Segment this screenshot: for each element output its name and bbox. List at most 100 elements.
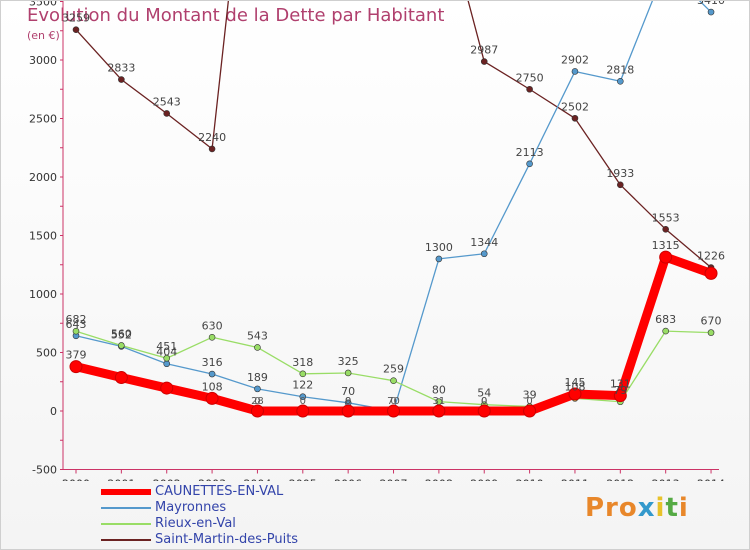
legend-swatch-rieux <box>101 523 151 525</box>
data-label: 318 <box>292 356 313 369</box>
data-label: 682 <box>66 313 87 326</box>
data-label: 2543 <box>153 95 181 108</box>
data-point <box>432 404 446 418</box>
data-point <box>390 377 397 384</box>
data-point <box>617 77 624 85</box>
y-tick-label: 2000 <box>29 171 57 184</box>
data-point <box>72 327 80 335</box>
y-tick-label: 500 <box>36 347 57 360</box>
data-label: 3259 <box>62 12 90 25</box>
data-label: 560 <box>111 327 132 340</box>
data-label: 2750 <box>516 71 544 84</box>
data-point <box>163 360 171 368</box>
legend-label-saint-martin: Saint-Martin-des-Puits <box>155 532 299 547</box>
data-point <box>118 342 125 349</box>
chart-title: Evolution du Montant de la Dette par Hab… <box>27 5 445 26</box>
data-label: 2818 <box>606 63 634 76</box>
logo-part: x <box>637 493 656 523</box>
x-tick-label: 2001 <box>107 478 135 482</box>
data-point <box>387 404 401 418</box>
y-tick-label: 1500 <box>29 230 57 243</box>
data-point <box>208 333 216 341</box>
data-point <box>571 114 579 122</box>
x-tick-label: 2008 <box>425 478 453 482</box>
data-label: 131 <box>610 378 631 391</box>
x-tick-label: 2012 <box>606 478 634 482</box>
data-point <box>662 327 669 335</box>
x-tick-label: 2014 <box>697 478 725 482</box>
data-point <box>707 8 715 16</box>
y-tick-label: 2500 <box>29 113 57 126</box>
chart-plot: -500050010001500200025003000350040004500… <box>29 1 725 482</box>
data-label: 79 <box>613 384 627 397</box>
data-label: 2240 <box>198 131 226 144</box>
legend-item-saint-martin: Saint-Martin-des-Puits <box>101 532 361 549</box>
data-point <box>254 385 261 393</box>
data-label: 630 <box>202 319 223 332</box>
data-label: 1933 <box>606 167 634 180</box>
x-tick-label: 2011 <box>561 478 589 482</box>
data-label: 670 <box>701 315 722 328</box>
data-point <box>659 250 673 264</box>
data-point <box>205 391 219 405</box>
legend-label-caunettes: CAUNETTES-EN-VAL <box>155 484 284 499</box>
data-point <box>299 393 307 401</box>
logo-part: i <box>678 493 689 523</box>
x-tick-label: 2000 <box>62 478 90 482</box>
data-point <box>477 404 491 418</box>
logo-part: Pro <box>585 493 638 523</box>
data-label: 643 <box>66 318 87 331</box>
x-tick-label: 2010 <box>516 478 544 482</box>
data-label: 70 <box>387 396 400 407</box>
x-tick-label: 2007 <box>380 478 408 482</box>
x-tick-label: 2009 <box>470 478 498 482</box>
data-label: 2113 <box>516 146 544 159</box>
logo-part: i <box>655 493 666 523</box>
data-point <box>208 145 216 153</box>
data-label: 54 <box>477 387 491 400</box>
data-label: 2502 <box>561 100 589 113</box>
data-point <box>114 371 128 385</box>
data-point <box>299 370 307 378</box>
legend-item-rieux: Rieux-en-Val <box>101 516 361 533</box>
data-label: 2833 <box>107 62 135 75</box>
data-point <box>480 250 488 258</box>
data-label: 0 <box>481 396 487 407</box>
data-point <box>163 354 171 362</box>
y-tick-label: 1000 <box>29 288 57 301</box>
data-label: 3410 <box>697 1 725 7</box>
data-label: 108 <box>202 380 223 393</box>
data-point <box>341 404 355 418</box>
data-point <box>707 329 715 336</box>
y-tick-label: 3500 <box>29 1 57 9</box>
data-label: 451 <box>156 340 177 353</box>
legend-swatch-caunettes <box>101 489 151 495</box>
data-point <box>523 404 537 418</box>
data-point <box>69 360 83 374</box>
data-label: 0 <box>481 396 487 407</box>
data-label: 0 <box>300 396 306 407</box>
data-label: 683 <box>655 313 676 326</box>
data-label: 1315 <box>652 239 680 252</box>
x-tick-label: 2002 <box>153 478 181 482</box>
data-point <box>568 387 582 401</box>
data-point <box>250 404 264 418</box>
data-label: 0 <box>345 396 351 407</box>
data-label: 543 <box>247 329 268 342</box>
y-tick-label: 0 <box>50 405 57 418</box>
data-point <box>296 404 310 418</box>
data-label: 189 <box>247 371 268 384</box>
data-label: 31 <box>433 396 446 407</box>
data-point <box>72 26 80 33</box>
data-point <box>526 85 533 93</box>
legend-item-caunettes: CAUNETTES-EN-VAL <box>101 484 361 501</box>
x-tick-label: 2006 <box>334 478 362 482</box>
data-point <box>254 344 261 351</box>
proxiti-logo: Proxiti <box>585 493 689 523</box>
data-point <box>344 369 352 377</box>
data-point <box>480 58 488 65</box>
data-label: 316 <box>202 356 223 369</box>
data-point <box>662 225 669 233</box>
data-label: 0 <box>390 396 396 407</box>
